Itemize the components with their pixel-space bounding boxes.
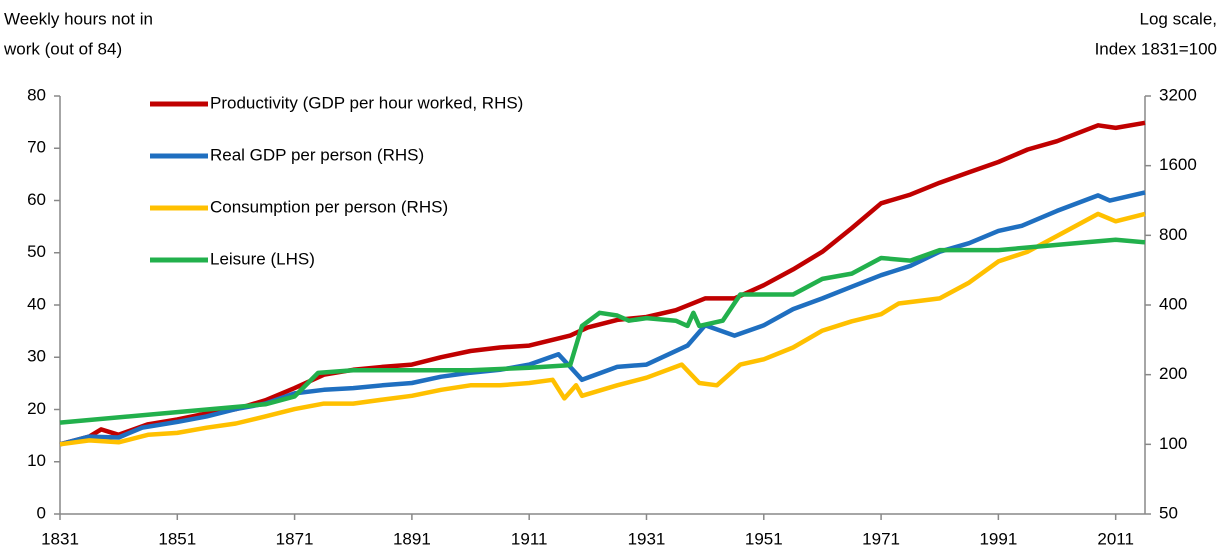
legend-label: Real GDP per person (RHS) (210, 145, 424, 164)
x-tick-label: 1911 (511, 529, 548, 548)
x-tick-label: 1891 (393, 529, 431, 548)
y-axis-label: work (out of 84) (3, 39, 122, 58)
y-tick-label: 0 (37, 503, 46, 522)
series-line (59, 237, 1146, 425)
legend-label: Consumption per person (RHS) (210, 197, 448, 216)
y2-axis-label: Index 1831=100 (1095, 39, 1217, 58)
x-tick-label: 1871 (276, 529, 314, 548)
y-axis-label: Weekly hours not in (4, 9, 153, 28)
y-tick-label: 20 (27, 399, 46, 418)
x-tick-label: 1851 (158, 529, 196, 548)
y2-axis-label: Log scale, (1140, 9, 1218, 28)
x-tick-label: 2011 (1097, 529, 1134, 548)
series-line (59, 120, 1146, 447)
x-tick-label: 1991 (979, 529, 1017, 548)
x-tick-label: 1931 (628, 529, 666, 548)
y-tick-label: 10 (27, 451, 46, 470)
x-tick-label: 1971 (862, 529, 900, 548)
legend-label: Productivity (GDP per hour worked, RHS) (210, 93, 523, 112)
y2-tick-label: 800 (1159, 225, 1187, 244)
legend-label: Leisure (LHS) (210, 249, 315, 268)
x-tick-label: 1951 (745, 529, 783, 548)
y2-tick-label: 400 (1159, 294, 1187, 313)
y-tick-label: 60 (27, 190, 46, 209)
y2-tick-label: 3200 (1159, 85, 1197, 104)
series-line (59, 211, 1146, 447)
x-tick-label: 1831 (41, 529, 79, 548)
y-tick-label: 40 (27, 294, 46, 313)
y2-tick-label: 200 (1159, 364, 1187, 383)
y2-tick-label: 1600 (1159, 155, 1197, 174)
y-tick-label: 80 (27, 85, 46, 104)
y2-tick-label: 100 (1159, 434, 1187, 453)
y2-tick-label: 50 (1159, 503, 1178, 522)
y-tick-label: 50 (27, 242, 46, 261)
y-tick-label: 30 (27, 347, 46, 366)
y-tick-label: 70 (27, 138, 46, 157)
